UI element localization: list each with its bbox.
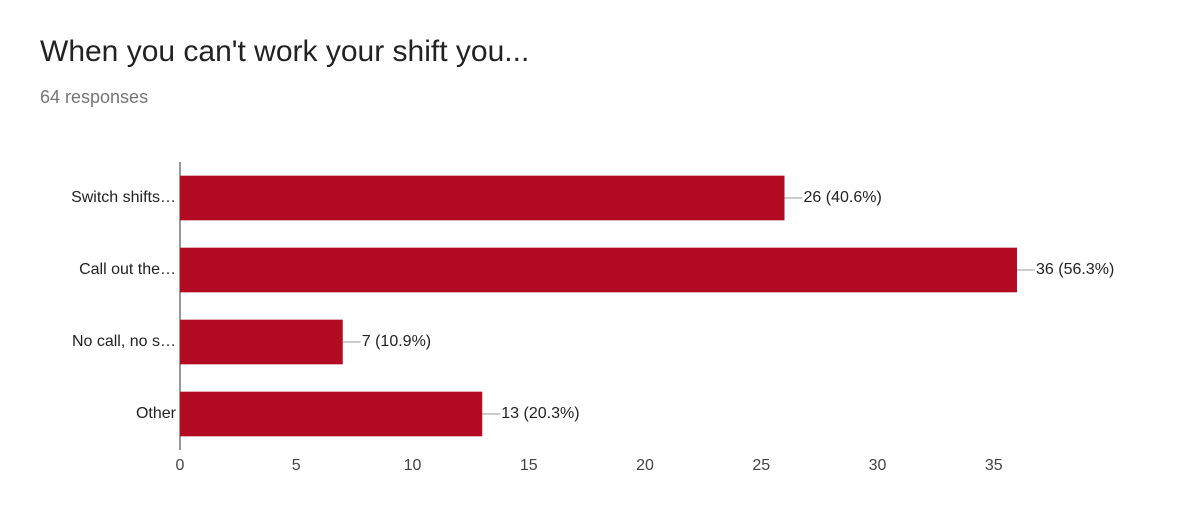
chart-subtitle: 64 responses [40,87,148,107]
x-tick-label: 20 [636,457,654,474]
y-tick-label: Other [136,405,177,422]
x-tick-label: 15 [520,457,538,474]
y-tick-label: Call out the… [79,261,176,278]
bar [180,247,1017,293]
data-label: 7 (10.9%) [362,333,431,350]
x-tick-label: 5 [292,457,301,474]
x-tick-label: 35 [985,457,1003,474]
y-tick-label: No call, no s… [72,333,176,350]
x-tick-label: 25 [752,457,770,474]
x-tick-label: 10 [404,457,422,474]
chart-title: When you can't work your shift you... [40,35,529,68]
bar [180,319,343,365]
x-tick-label: 30 [869,457,887,474]
x-tick-label: 0 [176,457,185,474]
bar [180,391,483,437]
data-label: 13 (20.3%) [501,405,579,422]
bar [180,175,785,221]
data-label: 26 (40.6%) [804,189,882,206]
y-tick-label: Switch shifts… [71,189,176,206]
data-label: 36 (56.3%) [1036,261,1114,278]
